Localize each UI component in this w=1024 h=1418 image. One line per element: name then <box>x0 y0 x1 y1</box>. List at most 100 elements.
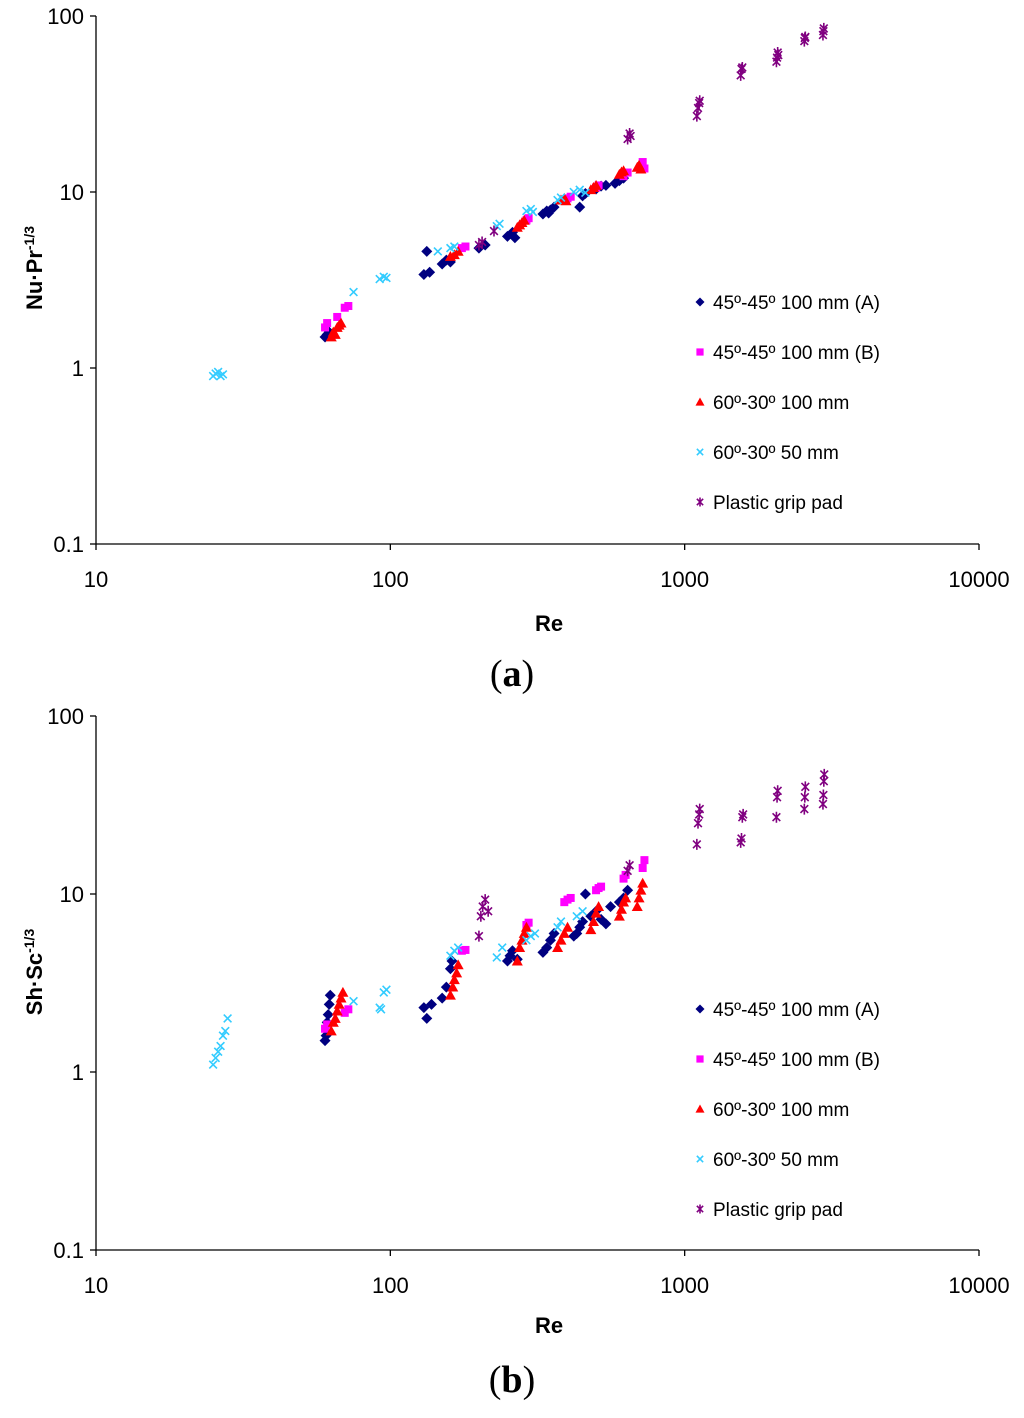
data-point <box>638 863 647 872</box>
legend-label: 45º-45º 100 mm (A) <box>713 293 880 314</box>
y-tick-label: 100 <box>47 704 84 729</box>
data-point <box>622 884 634 896</box>
data-point <box>335 992 347 1003</box>
data-point <box>511 955 523 966</box>
legend-label: Plastic grip pad <box>713 1200 843 1221</box>
legend-marker <box>695 1004 705 1014</box>
data-point <box>738 808 748 820</box>
data-point <box>640 856 649 865</box>
data-point <box>223 1014 233 1023</box>
data-point <box>631 901 643 911</box>
data-point <box>476 910 486 922</box>
legend-label: 60º-30º 100 mm <box>713 1100 849 1121</box>
panel-label: (a) <box>490 653 534 695</box>
series-cross <box>208 906 588 1070</box>
plot-area: 0.1 1 10 100 10 100 1000 10000 45º-45º 100 mm (A… <box>47 704 1009 1298</box>
series-star <box>474 22 829 251</box>
legend-marker <box>695 397 705 406</box>
x-tick-label: 10000 <box>948 1273 1009 1298</box>
data-point <box>541 942 553 954</box>
data-point <box>213 1047 223 1057</box>
data-point <box>424 266 436 278</box>
legend-label: 45º-45º 100 mm (A) <box>713 1000 880 1021</box>
data-point <box>376 1004 386 1014</box>
data-point <box>578 906 588 916</box>
legend: 45º-45º 100 mm (A) 45º-45º 100 mm (B) 60º-… <box>695 293 880 514</box>
data-point <box>518 927 530 938</box>
data-point <box>461 242 470 251</box>
data-point <box>344 302 353 311</box>
data-point <box>323 319 332 328</box>
data-point <box>800 791 810 803</box>
data-point <box>323 998 335 1010</box>
y-tick-label: 1 <box>72 356 84 381</box>
data-point <box>556 917 566 926</box>
data-point <box>562 921 574 932</box>
chart-panel-a: 0.1 1 10 100 10 100 1000 10000 45º-45º 100 mm (A… <box>21 4 1010 695</box>
data-point <box>593 901 605 911</box>
data-point <box>453 943 463 952</box>
data-point <box>772 811 781 823</box>
data-point <box>552 942 564 952</box>
legend-label: Plastic grip pad <box>713 493 843 514</box>
legend-marker <box>696 1204 704 1214</box>
plot-area: 0.1 1 10 100 10 100 1000 10000 45º-45º 100 mm (A… <box>47 4 1009 592</box>
data-point <box>211 369 221 378</box>
legend-marker <box>696 1055 704 1063</box>
legend-label: 60º-30º 100 mm <box>713 393 849 414</box>
data-point <box>635 884 647 895</box>
data-point <box>492 953 502 962</box>
y-axis-label: Nu·Pr-1/3 <box>21 226 47 310</box>
data-point <box>553 922 562 932</box>
data-point <box>446 955 458 967</box>
data-point <box>349 996 358 1006</box>
data-point <box>590 907 602 918</box>
data-point <box>737 833 746 845</box>
y-axis-label: Sh·Sc-1/3 <box>21 929 47 1016</box>
series-diamond <box>319 172 630 343</box>
data-point <box>452 959 464 970</box>
series-star <box>474 768 829 942</box>
data-point <box>448 974 460 985</box>
data-point <box>600 179 612 191</box>
data-point <box>800 31 810 43</box>
data-point <box>633 892 645 903</box>
data-point <box>799 803 809 815</box>
data-point <box>474 930 484 942</box>
data-point <box>325 1025 337 1036</box>
data-point <box>548 927 560 939</box>
data-point <box>600 918 612 930</box>
legend-label: 45º-45º 100 mm (B) <box>713 1050 880 1071</box>
data-point <box>451 967 463 978</box>
data-point <box>692 110 702 122</box>
data-point <box>480 894 490 906</box>
x-tick-label: 10 <box>84 1273 108 1298</box>
x-axis-label: Re <box>535 1313 563 1338</box>
data-point <box>433 246 443 256</box>
legend-marker <box>695 297 705 307</box>
y-tick-label: 1 <box>72 1060 84 1085</box>
legend-marker <box>696 348 704 356</box>
y-tick-label: 100 <box>47 4 84 29</box>
series-square <box>321 856 649 1033</box>
x-tick-label: 100 <box>372 567 409 592</box>
data-point <box>819 22 829 34</box>
data-point <box>329 1012 341 1023</box>
data-point <box>635 163 647 174</box>
data-point <box>220 1026 230 1036</box>
data-point <box>605 901 617 913</box>
data-point <box>426 998 438 1010</box>
y-tick-label: 0.1 <box>53 1238 84 1263</box>
data-point <box>349 287 358 297</box>
data-point <box>587 916 599 926</box>
data-point <box>585 924 597 935</box>
data-point <box>626 130 635 142</box>
data-point <box>449 242 459 251</box>
data-point <box>216 1041 225 1051</box>
data-point <box>693 817 703 829</box>
data-point <box>452 245 464 256</box>
y-tick-label: 10 <box>60 882 84 907</box>
data-point <box>477 236 487 248</box>
data-point <box>421 1012 433 1024</box>
